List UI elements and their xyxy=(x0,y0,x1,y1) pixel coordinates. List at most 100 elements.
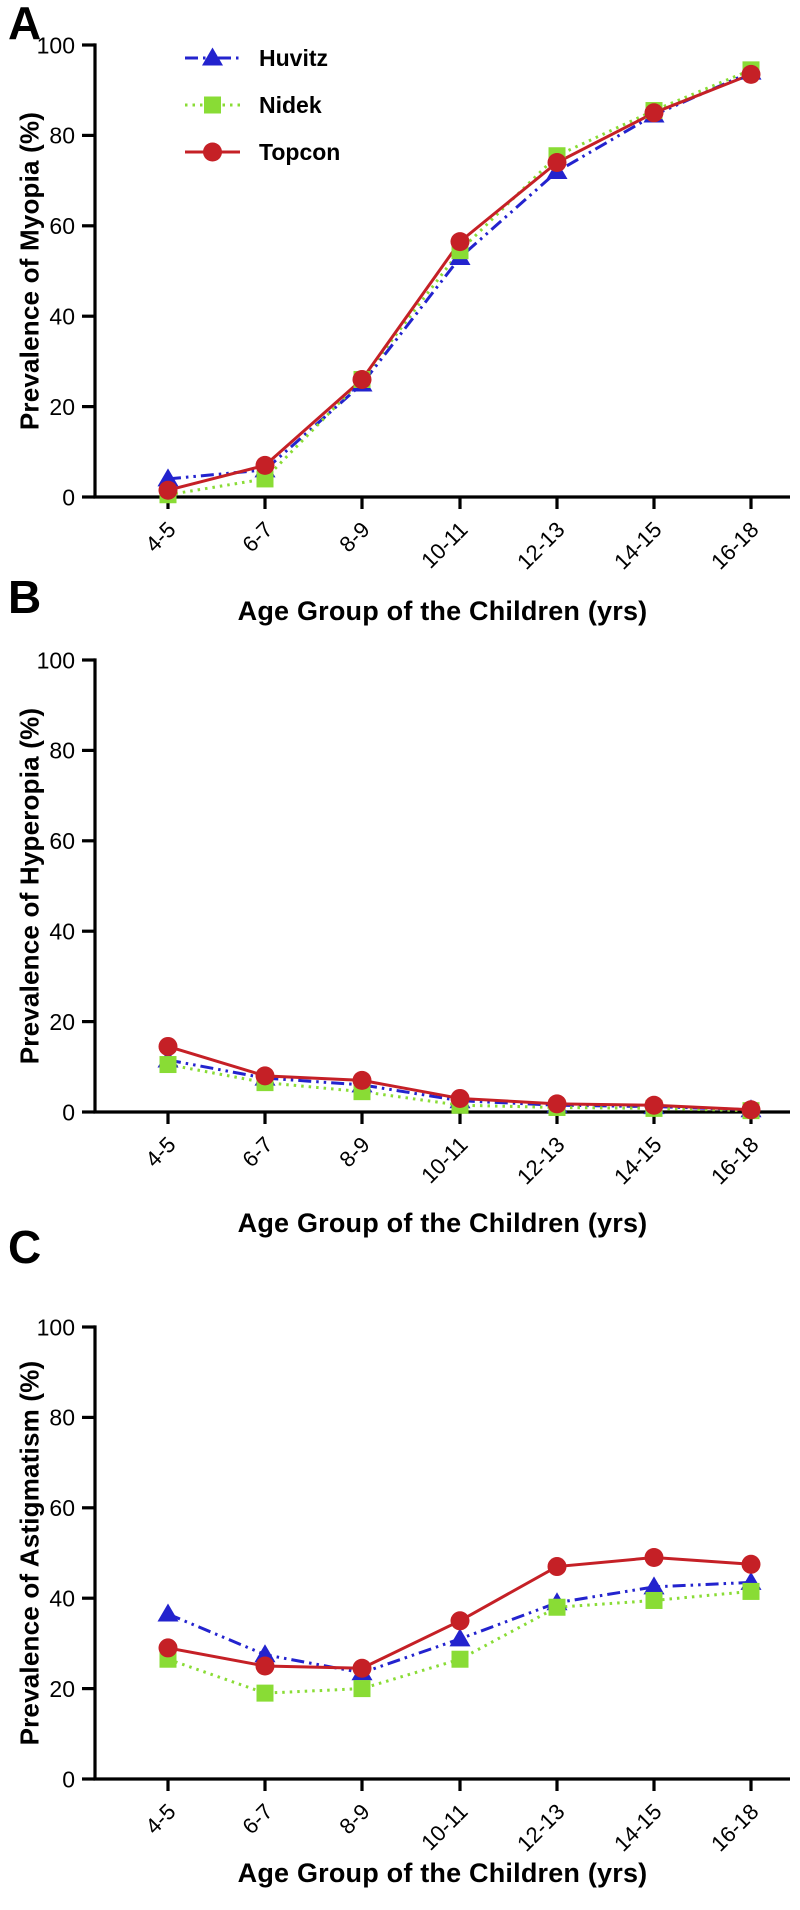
y-tick-label: 40 xyxy=(49,1585,75,1611)
y-tick-label: 0 xyxy=(62,484,75,510)
x-tick-label: 6-7 xyxy=(237,1799,277,1839)
marker-nidek-icon xyxy=(256,1684,274,1702)
marker-huvitz-icon xyxy=(157,468,179,487)
marker-nidek-icon xyxy=(159,1056,177,1074)
x-tick-label: 10-11 xyxy=(416,1799,472,1855)
marker-topcon-icon xyxy=(547,1557,567,1577)
x-tick-label: 4-5 xyxy=(140,1132,180,1172)
marker-nidek-icon xyxy=(645,1591,663,1609)
marker-topcon-icon xyxy=(741,64,761,84)
y-tick-label: 80 xyxy=(49,738,75,764)
x-tick-label: 16-18 xyxy=(706,1132,763,1189)
legend-marker-nidek-icon xyxy=(204,96,221,114)
panel-label-a: A xyxy=(8,0,42,49)
legend-item-nidek: Nidek xyxy=(183,88,340,122)
x-tick-label: 10-11 xyxy=(416,517,472,573)
chart-C: 0 20 40 60 80 100 4-5 6-7 8-9 10-11 12-13 14-15 16-1… xyxy=(37,1314,790,1856)
chart-B: 0 20 40 60 80 100 4-5 6-7 8-9 10-11 12-13 14-15 16-1… xyxy=(37,647,790,1189)
marker-nidek-icon xyxy=(256,470,274,488)
marker-nidek-icon xyxy=(548,1598,566,1616)
x-tick-label: 10-11 xyxy=(416,1132,472,1188)
y-tick-label: 40 xyxy=(49,918,75,944)
x-tick-label: 6-7 xyxy=(237,517,277,557)
chart-A: 0 20 40 60 80 100 4-5 6-7 8-9 10-11 12-13 14-15 16-1… xyxy=(37,32,790,574)
marker-topcon-icon xyxy=(158,1638,178,1658)
series-markers-topcon xyxy=(158,1548,761,1678)
marker-huvitz-icon xyxy=(449,1628,471,1647)
y-tick-label: 100 xyxy=(37,1314,75,1340)
x-tick-label: 14-15 xyxy=(609,1799,666,1856)
legend-label-topcon: Topcon xyxy=(259,138,341,165)
legend-label-huvitz: Huvitz xyxy=(259,44,328,71)
marker-topcon-icon xyxy=(644,1548,664,1568)
legend: Huvitz Nidek Topcon xyxy=(183,41,340,169)
marker-nidek-icon xyxy=(353,1680,371,1698)
x-tick-label: 14-15 xyxy=(609,517,666,574)
axes xyxy=(82,1325,790,1791)
marker-topcon-icon xyxy=(450,232,470,252)
marker-topcon-icon xyxy=(158,1036,178,1056)
marker-topcon-icon xyxy=(255,455,275,475)
y-tick-label: 100 xyxy=(37,32,75,58)
marker-nidek-icon xyxy=(451,1650,469,1668)
legend-marker-topcon-icon xyxy=(203,142,222,162)
marker-topcon-icon xyxy=(450,1611,470,1631)
x-axis-title-b: Age Group of the Children (yrs) xyxy=(237,1208,648,1238)
series-markers-topcon xyxy=(158,64,761,500)
axes xyxy=(82,658,790,1124)
marker-topcon-icon xyxy=(352,1070,372,1090)
x-axis-title-a: Age Group of the Children (yrs) xyxy=(237,596,648,626)
marker-huvitz-icon xyxy=(643,1576,665,1595)
legend-item-topcon: Topcon xyxy=(183,135,340,169)
x-tick-label: 6-7 xyxy=(237,1132,277,1172)
x-axis-title-c: Age Group of the Children (yrs) xyxy=(237,1858,648,1888)
marker-topcon-icon xyxy=(352,369,372,389)
panel-label-b: B xyxy=(8,571,42,623)
y-tick-label: 20 xyxy=(49,1676,75,1702)
legend-item-huvitz: Huvitz xyxy=(183,41,340,75)
marker-topcon-icon xyxy=(450,1088,470,1108)
marker-topcon-icon xyxy=(352,1658,372,1678)
marker-topcon-icon xyxy=(741,1100,761,1120)
y-tick-label: 0 xyxy=(62,1099,75,1125)
marker-topcon-icon xyxy=(255,1066,275,1086)
legend-label-nidek: Nidek xyxy=(259,91,322,118)
x-tick-label: 4-5 xyxy=(140,517,180,557)
x-tick-label: 8-9 xyxy=(334,1799,374,1839)
y-tick-label: 60 xyxy=(49,213,75,239)
marker-topcon-icon xyxy=(255,1656,275,1676)
series-markers-topcon xyxy=(158,1036,761,1120)
x-tick-label: 8-9 xyxy=(334,1132,374,1172)
y-tick-label: 100 xyxy=(37,647,75,673)
x-tick-label: 8-9 xyxy=(334,517,374,557)
x-tick-label: 16-18 xyxy=(706,517,763,574)
marker-topcon-icon xyxy=(644,103,664,123)
y-tick-label: 20 xyxy=(49,394,75,420)
legend-sample-topcon xyxy=(185,142,240,162)
y-tick-label: 40 xyxy=(49,303,75,329)
marker-topcon-icon xyxy=(741,1554,761,1574)
x-tick-label: 14-15 xyxy=(609,1132,666,1189)
x-tick-label: 12-13 xyxy=(512,1799,569,1856)
y-tick-label: 80 xyxy=(49,1405,75,1431)
marker-huvitz-icon xyxy=(254,1644,276,1663)
x-tick-label: 16-18 xyxy=(706,1799,763,1856)
marker-topcon-icon xyxy=(547,1094,567,1114)
legend-marker-huvitz-icon xyxy=(202,47,223,66)
marker-topcon-icon xyxy=(644,1095,664,1115)
x-tick-label: 12-13 xyxy=(512,1132,569,1189)
legend-sample-nidek xyxy=(185,96,240,114)
x-tick-label: 12-13 xyxy=(512,517,569,574)
y-tick-label: 0 xyxy=(62,1766,75,1792)
panel-label-c: C xyxy=(8,1221,42,1273)
y-tick-label: 60 xyxy=(49,828,75,854)
x-tick-label: 4-5 xyxy=(140,1799,180,1839)
marker-topcon-icon xyxy=(547,153,567,173)
y-tick-label: 20 xyxy=(49,1009,75,1035)
marker-huvitz-icon xyxy=(157,1603,179,1622)
y-tick-label: 60 xyxy=(49,1495,75,1521)
y-tick-label: 80 xyxy=(49,123,75,149)
series-markers-nidek xyxy=(159,1582,760,1702)
marker-nidek-icon xyxy=(742,1582,760,1600)
